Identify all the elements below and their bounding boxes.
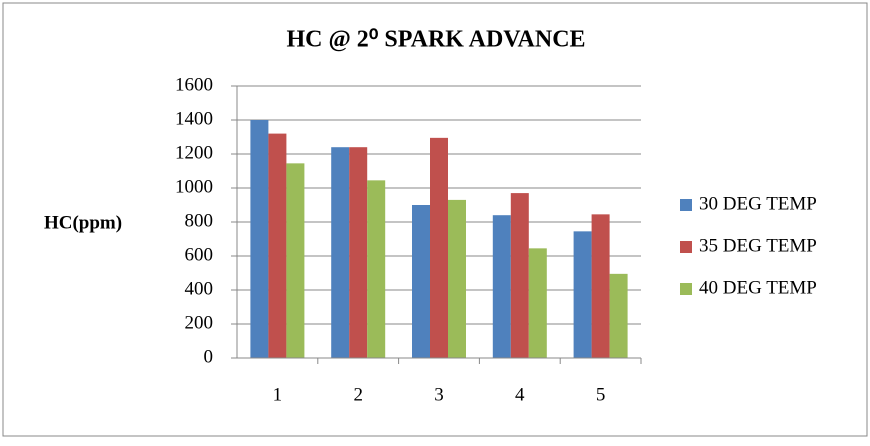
legend-swatch (680, 199, 692, 211)
bar (367, 180, 386, 358)
bar (412, 205, 430, 358)
x-tick-label: 2 (353, 384, 363, 405)
bar (331, 147, 350, 358)
chart-title: HC @ 2⁰ SPARK ADVANCE (286, 27, 585, 53)
bar (528, 248, 547, 358)
bar (250, 120, 269, 358)
y-tick-label: 1600 (175, 74, 213, 95)
y-tick-label: 1200 (175, 142, 213, 163)
bar (609, 273, 628, 358)
bar (591, 214, 610, 358)
x-tick-label: 5 (596, 384, 606, 405)
bar (492, 215, 511, 358)
legend-label: 30 DEG TEMP (699, 193, 817, 214)
y-axis-label: HC(ppm) (44, 212, 122, 233)
y-tick-label: 1400 (175, 108, 213, 129)
x-tick-label: 4 (515, 384, 525, 405)
legend-swatch (680, 283, 692, 295)
y-tick-label: 1000 (175, 176, 213, 197)
bar (448, 199, 466, 358)
x-tick-label: 3 (434, 384, 444, 405)
bar (430, 137, 448, 358)
legend-swatch (680, 241, 692, 253)
bar (349, 147, 368, 358)
y-tick-label: 600 (185, 244, 214, 265)
legend-label: 40 DEG TEMP (699, 277, 817, 298)
y-tick-label: 400 (185, 278, 214, 299)
bar (510, 193, 529, 358)
bar (268, 133, 287, 358)
x-tick-label: 1 (273, 384, 283, 405)
bar (573, 231, 592, 358)
y-tick-label: 800 (185, 210, 214, 231)
y-tick-label: 200 (185, 312, 214, 333)
legend-label: 35 DEG TEMP (699, 235, 817, 256)
y-tick-label: 0 (204, 346, 214, 367)
bar (286, 163, 305, 358)
